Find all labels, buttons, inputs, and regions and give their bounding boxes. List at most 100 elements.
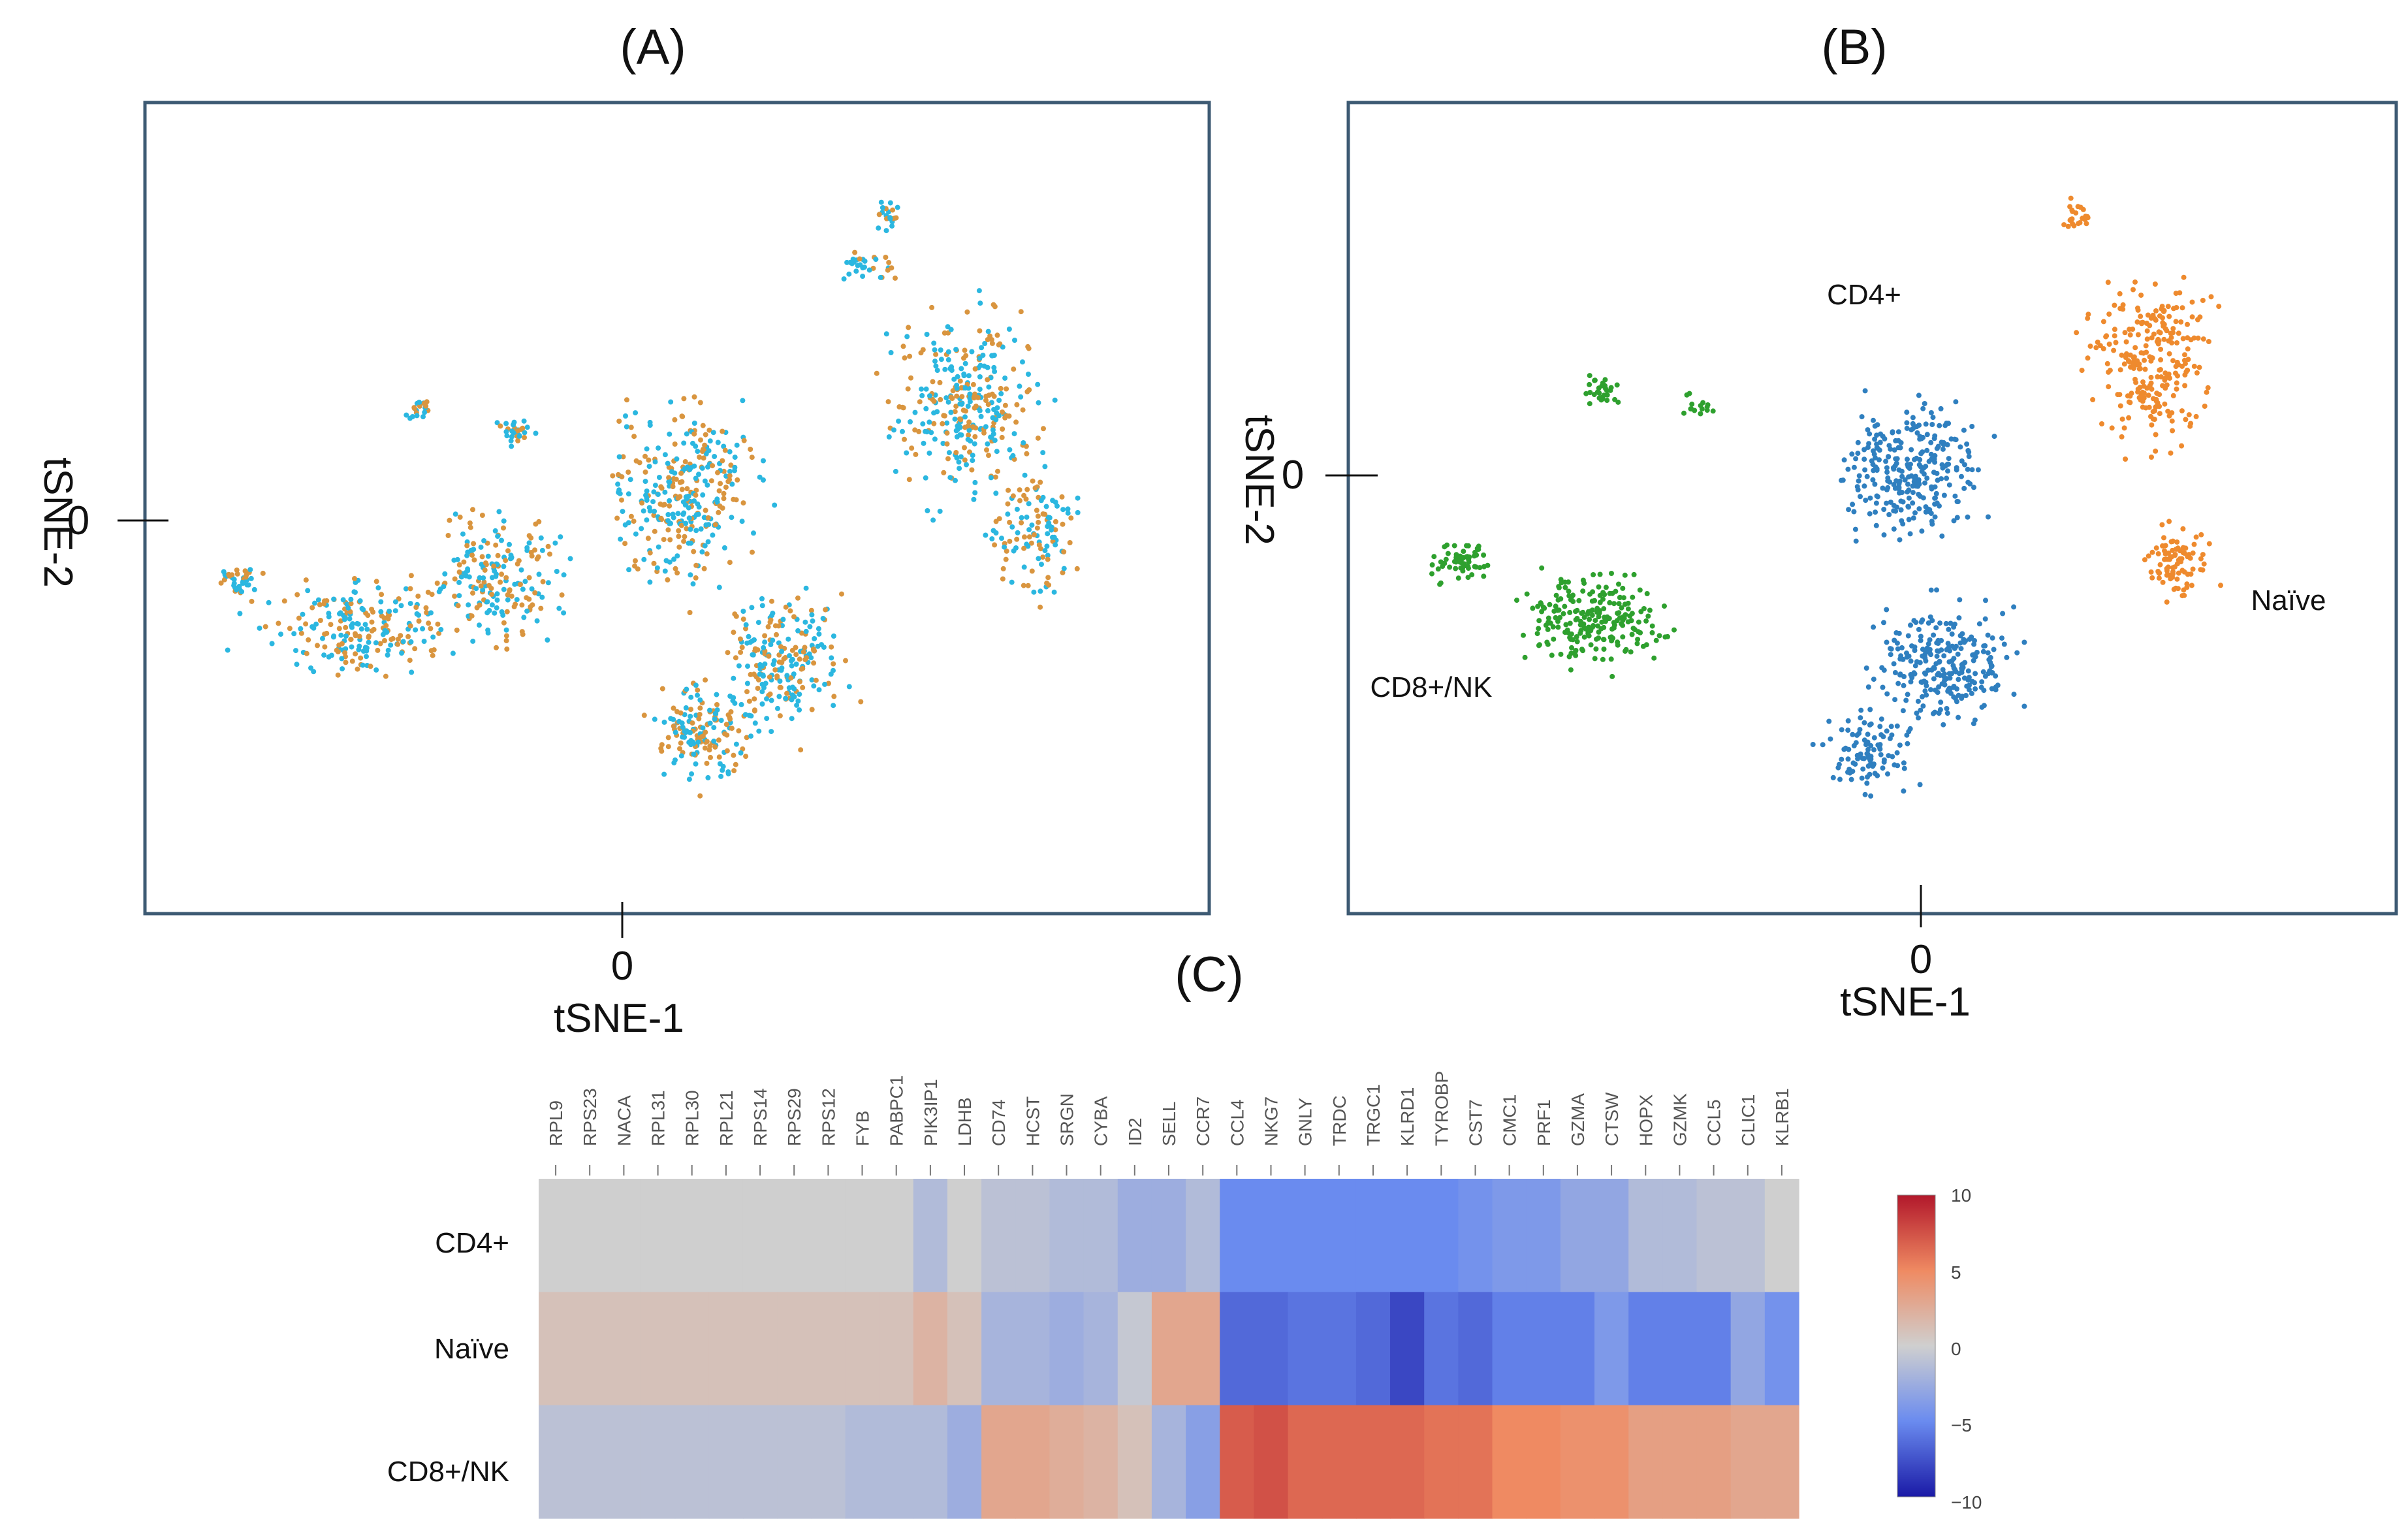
data-point: [1892, 697, 1898, 703]
data-point: [676, 528, 682, 534]
data-point: [1545, 615, 1551, 621]
data-point: [2159, 304, 2165, 310]
data-point: [1933, 490, 1939, 496]
data-point: [752, 637, 757, 643]
heatmap-cell: [947, 1179, 982, 1292]
data-point: [503, 638, 509, 643]
data-point: [1545, 620, 1551, 626]
data-point: [526, 575, 532, 581]
data-point: [965, 436, 971, 442]
data-point: [1029, 568, 1035, 574]
data-point: [1857, 727, 1863, 733]
data-point: [1442, 544, 1448, 550]
data-point: [2069, 216, 2075, 222]
gene-label: CTSW: [1602, 1092, 1622, 1146]
data-point: [1993, 673, 1999, 679]
data-point: [492, 568, 498, 574]
data-point: [493, 542, 499, 548]
data-point: [1022, 472, 1028, 478]
data-point: [1558, 577, 1564, 583]
data-point: [907, 353, 913, 359]
data-point: [1854, 752, 1860, 758]
data-point: [1568, 667, 1574, 673]
data-point: [808, 607, 814, 613]
data-point: [727, 449, 733, 455]
data-point: [755, 620, 761, 626]
data-point: [624, 424, 629, 430]
data-point: [972, 405, 977, 411]
data-point: [1585, 611, 1591, 617]
heatmap-cell: [742, 1292, 778, 1406]
data-point: [1892, 447, 1897, 453]
data-point: [1447, 564, 1453, 570]
data-point: [794, 702, 800, 708]
data-point: [1000, 426, 1006, 432]
data-point: [2173, 585, 2179, 591]
data-point: [669, 469, 674, 475]
data-point: [797, 656, 802, 662]
heatmap-cell: [1492, 1292, 1527, 1406]
heatmap-cell: [742, 1405, 778, 1519]
data-point: [2178, 319, 2184, 325]
data-point: [1865, 774, 1870, 780]
data-point: [1939, 533, 1945, 539]
data-point: [1067, 540, 1073, 545]
data-point: [1636, 619, 1641, 625]
data-point: [369, 607, 375, 612]
data-point: [969, 349, 975, 355]
data-point: [2085, 315, 2091, 321]
heatmap-row-label-naive: Naïve: [434, 1333, 509, 1365]
data-point: [1681, 410, 1687, 416]
gene-label: CCR7: [1193, 1096, 1213, 1146]
data-point: [2106, 312, 2112, 317]
data-point: [1897, 743, 1903, 748]
data-point: [684, 486, 690, 492]
data-point: [1999, 635, 2004, 641]
data-point: [2183, 417, 2189, 423]
data-point: [383, 622, 389, 628]
data-point: [1945, 646, 1951, 652]
data-point: [961, 371, 967, 377]
data-point: [2176, 362, 2181, 368]
data-point: [1021, 564, 1027, 570]
data-point: [623, 413, 628, 419]
data-point: [1910, 483, 1916, 489]
data-point: [820, 616, 826, 621]
data-point: [615, 481, 621, 487]
data-point: [1878, 716, 1884, 722]
data-point: [336, 626, 342, 632]
data-point: [762, 639, 768, 645]
data-point: [1698, 411, 1703, 417]
data-point: [2149, 575, 2155, 581]
data-point: [1906, 653, 1912, 659]
heatmap-cell: [573, 1292, 607, 1406]
data-point: [645, 536, 651, 541]
gene-label: PRF1: [1534, 1099, 1554, 1146]
data-point: [724, 748, 730, 754]
data-point: [383, 673, 388, 679]
data-point: [1045, 556, 1051, 562]
data-point: [647, 579, 653, 585]
data-point: [481, 575, 486, 581]
data-point: [985, 328, 991, 334]
panel-a-y-tick-zero: 0: [67, 498, 89, 543]
data-point: [900, 428, 905, 434]
data-point: [322, 644, 328, 650]
data-point: [1589, 607, 1595, 613]
data-point: [2085, 312, 2091, 317]
data-point: [1861, 720, 1867, 726]
data-point: [2197, 314, 2203, 320]
data-point: [665, 460, 671, 466]
data-point: [1937, 620, 1943, 626]
data-point: [1953, 399, 1959, 405]
data-point: [793, 662, 799, 667]
data-point: [1872, 481, 1878, 487]
heatmap-cell: [1560, 1292, 1595, 1406]
data-point: [468, 547, 474, 553]
data-point: [732, 700, 738, 706]
data-point: [1901, 682, 1907, 688]
data-point: [714, 707, 720, 713]
data-point: [945, 456, 951, 462]
data-point: [1878, 752, 1884, 758]
data-point: [1914, 430, 1920, 436]
